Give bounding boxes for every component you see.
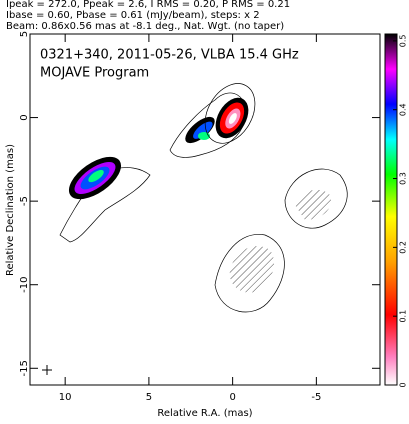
y-tick-label: -5 (19, 196, 30, 206)
x-tick-label: 5 (146, 392, 152, 403)
colorbar-tick-label: 0.2 (399, 241, 408, 254)
colorbar (384, 33, 398, 386)
x-tick-label: -5 (311, 392, 321, 403)
colorbar-tick-label: 0 (399, 382, 408, 387)
y-tick-label: 0 (19, 114, 30, 120)
y-axis-label: Relative Declination (mas) (5, 144, 16, 276)
header-line: Ibase = 0.60, Pbase = 0.61 (mJy/beam), s… (6, 10, 260, 21)
emission (42, 83, 348, 375)
y-tick-label: -10 (19, 277, 30, 293)
colorbar-tick-label: 0.5 (399, 35, 408, 48)
colorbar-tick-label: 0.4 (399, 103, 408, 116)
header-line: Ipeak = 272.0, Ppeak = 2.6, I RMS = 0.20… (6, 0, 290, 10)
chart-title: 0321+340, 2011-05-26, VLBA 15.4 GHz (40, 48, 299, 63)
x-tick-label: 10 (59, 392, 72, 403)
y-tick-label: -15 (19, 360, 30, 376)
header-line: Beam: 0.86x0.56 mas at -8.1 deg., Nat. W… (6, 21, 284, 32)
y-tick-label: 5 (19, 31, 30, 37)
plot-frame (29, 33, 381, 386)
chart-subtitle: MOJAVE Program (40, 66, 149, 81)
colorbar-tick-label: 0.1 (399, 310, 408, 323)
x-axis-label: Relative R.A. (mas) (157, 408, 252, 419)
colorbar-tick-label: 0.3 (399, 172, 408, 185)
x-tick-label: 0 (229, 392, 235, 403)
